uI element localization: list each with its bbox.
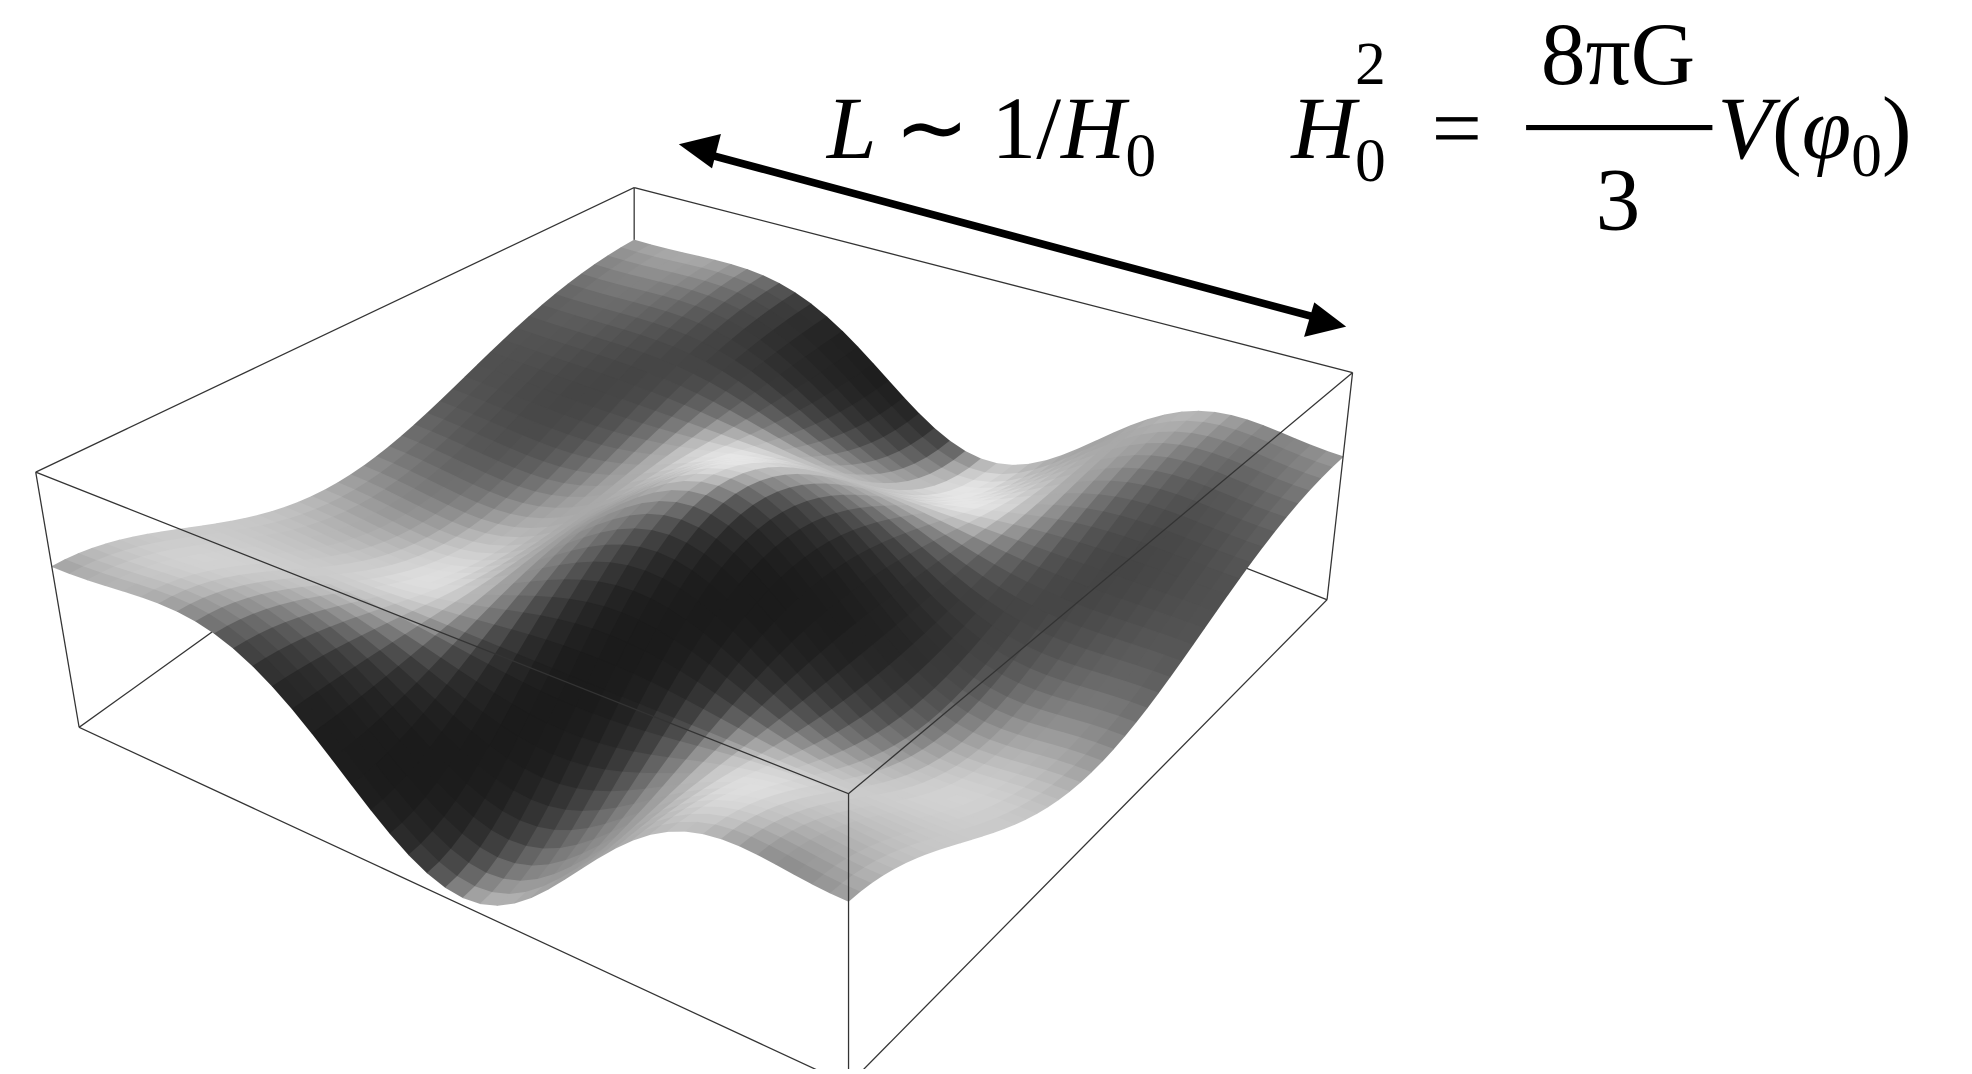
arrow-shaft [708, 154, 1317, 317]
superscript: 2 [1355, 30, 1386, 98]
numerator: 8πG [1541, 5, 1695, 104]
symbol-phi: φ [1802, 79, 1851, 178]
symbol-h: H [1060, 79, 1130, 178]
paren: ( [1772, 79, 1802, 178]
box-edge [36, 472, 79, 727]
rhs: V(φ0) [1717, 79, 1911, 190]
equals: = [1432, 79, 1482, 178]
subscript: 0 [1126, 122, 1157, 190]
arrow-head-left [679, 134, 721, 168]
sim: ∼ 1/ [894, 79, 1061, 178]
subscript: 0 [1851, 122, 1882, 190]
arrow-label: L∼ 1/H0 [825, 79, 1156, 190]
arrow-head-right [1304, 302, 1346, 336]
symbol-h: H [1290, 79, 1360, 178]
box-edge [1327, 373, 1353, 600]
surface [52, 240, 1343, 905]
page: {"arrow_label": {"main": "L", "sim": "∼ … [0, 0, 1972, 1069]
paren: ) [1882, 79, 1912, 178]
equation: H 2 0 = 8πG 3 V(φ0) [1290, 5, 1911, 249]
denominator: 3 [1596, 151, 1641, 250]
symbol-l: L [825, 79, 877, 178]
surface-plot: L∼ 1/H0 H 2 0 = 8πG 3 V(φ0) [36, 5, 1912, 1069]
subscript: 0 [1355, 127, 1386, 195]
figure: L∼ 1/H0 H 2 0 = 8πG 3 V(φ0) [0, 0, 1972, 1069]
